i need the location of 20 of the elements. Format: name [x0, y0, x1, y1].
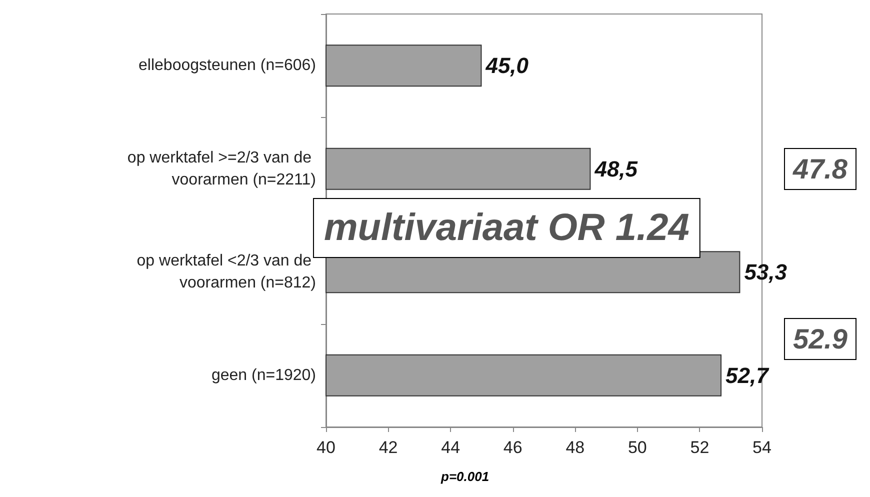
text: p=0.001	[440, 469, 490, 484]
data-label: 45,0	[484, 53, 530, 78]
y-tick-label: op werktafel >=2/3 van de voorarmen (n=2211)	[127, 149, 316, 188]
x-tick-label: 54	[752, 438, 772, 457]
text: 47.8	[792, 154, 848, 184]
annotation: multivariaat OR 1.24	[324, 207, 690, 249]
x-tick-label: 50	[628, 438, 647, 457]
data-label: 48,5	[594, 156, 638, 182]
x-tick-label: 48	[566, 438, 585, 457]
x-tick-label: 42	[378, 438, 398, 457]
x-tick-label: 40	[316, 438, 336, 457]
text: 52.9	[793, 324, 848, 354]
x-tick-label: 46	[503, 438, 522, 457]
x-tick-label: 52	[690, 438, 710, 457]
data-label: 52,7	[726, 362, 770, 388]
y-tick-label: op werktafel <2/3 van de voorarmen (n=812)	[136, 252, 316, 292]
x-tick-label: 44	[441, 438, 460, 457]
data-label: 53,3	[744, 260, 788, 285]
y-tick-label: elleboogsteunen (n=606)	[138, 57, 316, 74]
y-tick-label: geen (n=1920)	[211, 366, 316, 384]
